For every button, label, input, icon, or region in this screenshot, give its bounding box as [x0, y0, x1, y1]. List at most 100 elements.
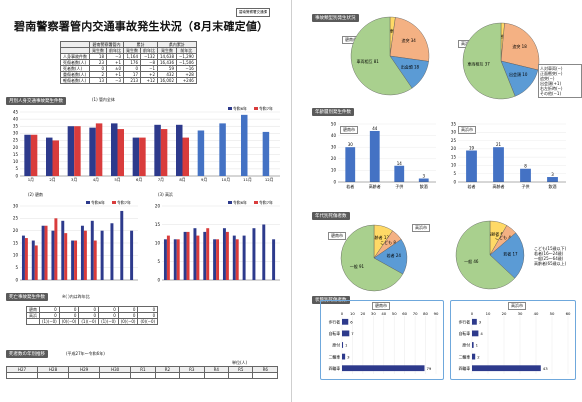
y-tick-label: 25 — [13, 138, 19, 143]
cell: (1)(−0) — [78, 318, 100, 325]
x-tick-label: 子供 — [395, 183, 403, 189]
bar — [44, 225, 48, 280]
fatal-note: ※( )内は昨年比 — [62, 294, 90, 299]
page-title: 碧南警察署管内交通事故発生状況（8月末確定値） — [14, 20, 269, 33]
x-tick-label: 飲酒 — [420, 183, 428, 189]
bar — [166, 235, 170, 280]
bar — [24, 238, 28, 280]
cell: 13 — [89, 77, 107, 84]
slice-label: 追突 18 — [512, 43, 527, 49]
bar — [242, 235, 246, 280]
x-tick-label: 80 — [423, 311, 428, 316]
legend-line: 右左折時(−) — [540, 86, 563, 91]
y-tick-label: 15 — [13, 152, 19, 157]
bar — [110, 223, 114, 280]
monthly-caption: (1) 管内全体 — [92, 97, 115, 102]
bar — [173, 239, 177, 280]
bar — [345, 147, 356, 182]
cell: +246 — [176, 77, 197, 84]
bar — [342, 318, 349, 325]
cell — [37, 372, 70, 379]
y-tick-label: 0 — [333, 179, 336, 184]
bar — [466, 150, 477, 182]
x-tick-label: 10月 — [222, 177, 231, 182]
table-row — [5, 372, 278, 379]
yearly-section-label: 死者数の年別推移 — [6, 350, 48, 358]
bar-value-label: 14 — [397, 161, 403, 166]
y-tick-label: 20 — [331, 156, 337, 161]
type-section-label: 事故類型別発生状況 — [312, 14, 359, 22]
bar — [262, 224, 266, 280]
type-pie-takahama: 単独 1 追突 18 出会頭 10 車両相互 37 — [462, 22, 540, 100]
cell: 14,638 — [157, 53, 177, 60]
bar — [163, 239, 167, 280]
empty-cell — [26, 318, 40, 325]
cell: −1,290 — [176, 53, 197, 60]
bar — [90, 220, 94, 280]
y-tick-label: 30 — [331, 145, 337, 150]
legend-line: その他(−1) — [540, 91, 562, 96]
x-tick-label: 9月 — [201, 177, 207, 182]
summary-table: 碧南警察署管内 累計 県内累計 発生数 前年比 発生数 前年比 発生数 前年比 … — [60, 41, 197, 84]
y-tick-label: 10 — [155, 240, 161, 245]
bar — [472, 365, 541, 372]
age-city-b: 高浜市 — [458, 126, 476, 134]
bar — [547, 177, 558, 182]
bar — [132, 137, 140, 176]
cell: (1)(−0) — [39, 318, 60, 325]
age-chart-takahama: 0 5 10 15 20 25 30 35 19 若者 21 高齢者 8 子供 3 飲酒 — [451, 121, 566, 189]
bar — [342, 353, 346, 360]
cell — [154, 372, 181, 379]
bar-value-label: 1 — [345, 343, 348, 348]
x-tick-label: 子供 — [522, 183, 530, 189]
x-tick-label: 0 — [471, 311, 474, 316]
legend-swatch — [254, 107, 258, 110]
department-stamp: 碧南警察署交通課 — [236, 8, 270, 17]
legend-line: こども(15歳以下) — [534, 246, 567, 251]
city-chart-takahama: 0 5 10 15 20 令和6年 令和7年 — [155, 200, 280, 282]
y-tick-label: 10 — [331, 168, 337, 173]
legend-line: 若者(16〜24歳) — [534, 251, 564, 256]
bar — [197, 130, 205, 176]
slice-label: 人対車両 3 — [382, 28, 402, 34]
bar — [196, 235, 200, 280]
slice-label: 車両相互 81 — [356, 58, 379, 64]
mode-chart-hekinan: 0 10 20 30 40 50 60 70 80 90 歩行者 6 自転車 7 原付 1 二輪車 3 四輪車 79 — [329, 311, 439, 374]
age-chart-hekinan: 0 10 20 30 40 50 30 若者 44 高齢者 14 子供 3 飲酒 — [331, 121, 436, 189]
y-tick-label: 四輪車 — [329, 366, 341, 371]
y-tick-label: 5 — [15, 265, 18, 270]
mode-chart-takahama: 0 10 20 30 40 50 60 歩行者 3 自転車 4 原付 1 二輪車 2 四輪車 43 — [459, 311, 571, 374]
bar-value-label: 21 — [496, 142, 502, 147]
y-tick-label: 5 — [453, 171, 456, 176]
bar — [111, 123, 118, 176]
slice-label: こども 8 — [380, 239, 396, 245]
bar — [74, 126, 81, 176]
table-row: H27 H28 H29 H30 R1 R2 R3 R4 R5 R6 — [5, 366, 278, 373]
bar — [219, 123, 226, 176]
legend-swatch — [228, 107, 232, 110]
x-tick-label: 飲酒 — [549, 183, 557, 189]
bar — [117, 129, 124, 176]
elderly-city-b: 高浜市 — [412, 224, 430, 232]
y-tick-label: 15 — [13, 240, 19, 245]
x-tick-label: 6月 — [136, 177, 142, 182]
bar-value-label: 79 — [427, 366, 432, 371]
legend-swatch — [254, 201, 258, 204]
bar-value-label: 3 — [347, 354, 350, 359]
bar — [520, 168, 531, 182]
x-tick-label: 0 — [341, 311, 344, 316]
bar — [34, 245, 38, 280]
y-tick-label: 二輪車 — [329, 354, 341, 359]
yearly-caption: (平成27年〜令和6年) — [66, 351, 105, 356]
bar — [83, 230, 87, 280]
y-tick-label: 自転車 — [329, 331, 341, 336]
x-tick-label: 30 — [518, 311, 523, 316]
cell: (0)(−0) — [117, 318, 139, 325]
x-tick-label: 12月 — [265, 177, 274, 182]
slice-label: 一般 46 — [464, 258, 479, 264]
table-row: 軽傷者数(人) 13 −3 213 +12 16,002 +246 — [60, 77, 197, 84]
bar — [225, 231, 229, 280]
cell: 16,436 — [157, 59, 177, 66]
bar — [95, 123, 103, 176]
cell: (0)(−0) — [137, 318, 159, 325]
